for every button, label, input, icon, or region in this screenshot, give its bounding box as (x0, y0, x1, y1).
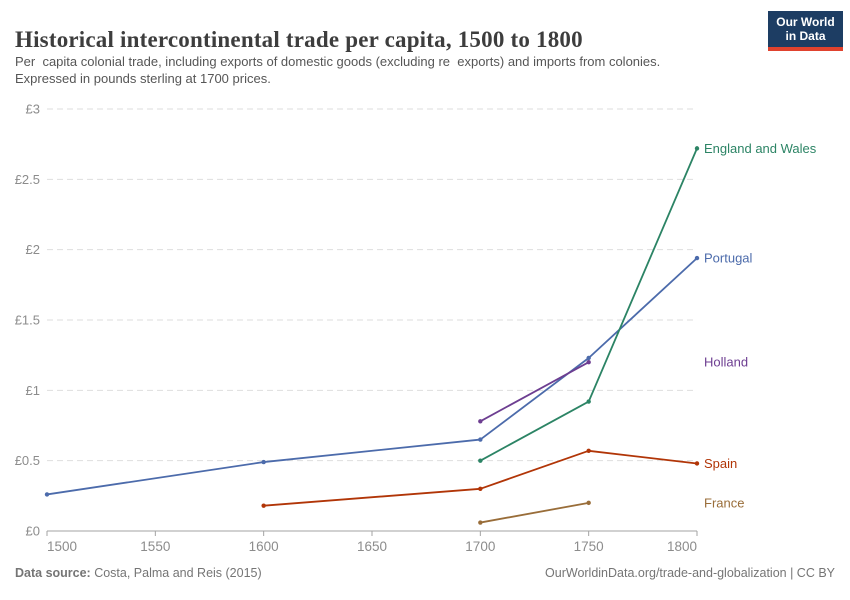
y-tick-label: £0 (26, 524, 40, 539)
series-line-holland (479, 361, 590, 423)
y-tick-label: £1.5 (15, 313, 40, 328)
data-point-portugal-1500 (44, 492, 50, 497)
owid-logo-line-1: Our World (776, 15, 835, 29)
series-label-spain: Spain (704, 456, 737, 471)
owid-logo: Our World in Data (768, 11, 843, 51)
data-point-holland-1750 (586, 360, 591, 365)
x-tick-label: 1800 (667, 539, 697, 554)
series-label-england-and-wales: England and Wales (704, 141, 817, 156)
series-line-spain (262, 449, 698, 507)
series-france: France (478, 495, 744, 525)
data-point-spain-1750 (586, 448, 591, 454)
series-label-holland: Holland (704, 355, 748, 370)
y-tick-label: £2 (26, 242, 40, 257)
data-point-portugal-1800 (694, 255, 700, 261)
subtitle-line-2: Expressed in pounds sterling at 1700 pri… (15, 71, 271, 86)
page-title: Historical intercontinental trade per ca… (15, 27, 583, 53)
subtitle-line-1: Per capita colonial trade, including exp… (15, 54, 661, 69)
data-point-france-1700 (478, 520, 483, 525)
data-point-england-and-wales-1700 (478, 458, 483, 463)
data-point-france-1750 (586, 500, 591, 506)
x-tick-label: 1500 (47, 539, 77, 554)
series-england-and-wales: England and Wales (478, 141, 817, 463)
chart-footer: Data source: Costa, Palma and Reis (2015… (15, 566, 835, 586)
series-label-france: France (704, 495, 744, 510)
owid-link: OurWorldinData.org/trade-and-globalizati… (545, 566, 835, 580)
series-label-portugal: Portugal (704, 251, 753, 266)
y-tick-label: £3 (26, 102, 40, 117)
series-line-england-and-wales (479, 147, 698, 462)
data-point-holland-1700 (478, 419, 483, 424)
x-tick-label: 1750 (574, 539, 604, 554)
data-point-spain-1800 (694, 461, 700, 466)
data-source-label: Data source: (15, 566, 91, 580)
y-tick-label: £1 (26, 383, 40, 398)
owid-logo-line-2: in Data (785, 29, 826, 43)
data-point-portugal-1700 (478, 437, 483, 442)
chart-subtitle: Per capita colonial trade, including exp… (15, 53, 760, 87)
data-source: Data source: Costa, Palma and Reis (2015… (15, 566, 262, 586)
x-tick-label: 1650 (357, 539, 387, 554)
y-tick-label: £0.5 (15, 453, 40, 468)
data-source-text: Costa, Palma and Reis (2015) (90, 566, 262, 580)
data-point-england-and-wales-1800 (694, 146, 700, 151)
series-portugal: Portugal (44, 251, 753, 497)
data-point-spain-1700 (478, 486, 483, 491)
data-point-england-and-wales-1750 (586, 399, 591, 404)
x-tick-label: 1600 (249, 539, 279, 554)
x-axis: 1500 1550 1600 1650 1700 1750 1800 (46, 530, 698, 554)
series-holland: Holland (478, 355, 748, 424)
data-point-spain-1600 (261, 503, 266, 508)
data-point-portugal-1600 (261, 459, 266, 465)
series-line-france (479, 501, 590, 524)
y-tick-label: £2.5 (15, 172, 40, 187)
data-point-portugal-1750 (586, 355, 591, 361)
x-tick-label: 1700 (465, 539, 495, 554)
y-axis: £0 £0.5 £1 £1.5 £2 £2.5 £3 (15, 102, 697, 539)
series-spain: Spain (261, 448, 737, 508)
x-tick-label: 1550 (140, 539, 170, 554)
